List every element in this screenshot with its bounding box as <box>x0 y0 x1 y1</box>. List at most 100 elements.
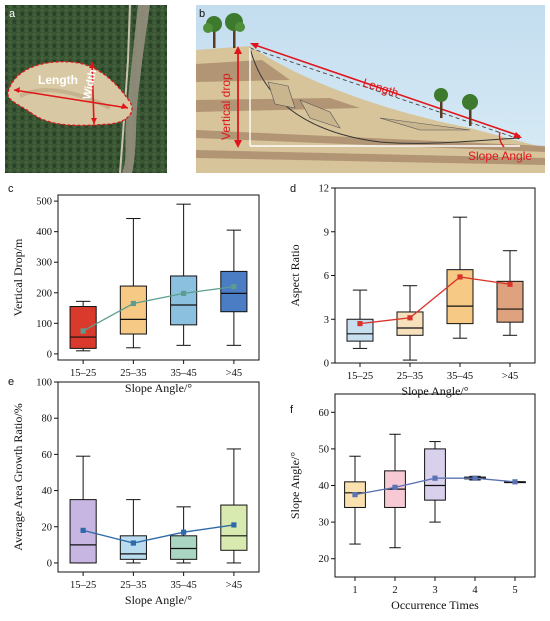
y-tick-label: 0 <box>324 359 329 370</box>
length-label: Length <box>38 73 78 87</box>
tree-1 <box>203 16 222 48</box>
box-1 <box>344 455 366 545</box>
slope-angle-text: Slope Angle <box>468 149 532 163</box>
box-2 <box>384 433 406 549</box>
stratum-1 <box>196 60 290 82</box>
vertical-drop-arrow-top <box>234 46 242 54</box>
box-2 <box>119 218 147 349</box>
y-tick-label: 80 <box>42 414 53 425</box>
y-tick-label: 9 <box>324 227 329 238</box>
box-2 <box>119 499 147 564</box>
mean-marker <box>130 540 136 546</box>
mean-marker <box>181 290 187 296</box>
mean-marker <box>352 492 358 498</box>
box-iqr <box>170 275 198 326</box>
box-iqr <box>220 504 248 551</box>
x-tick-label: 1 <box>352 585 357 596</box>
box-iqr <box>69 306 97 349</box>
length-arrow-left <box>14 87 20 93</box>
panel-a: Length Width a <box>5 5 167 173</box>
y-tick-label: 0 <box>47 349 52 360</box>
mean-marker <box>432 475 438 481</box>
panel-d-letter: d <box>290 183 296 195</box>
y-tick-label: 12 <box>319 184 330 195</box>
box-1 <box>346 289 374 349</box>
mean-marker <box>407 315 413 321</box>
x-tick-label: >45 <box>502 371 518 382</box>
mean-marker <box>457 274 463 280</box>
x-tick-label: 25–35 <box>120 368 146 379</box>
displaced-block-1 <box>267 81 296 109</box>
box-4 <box>496 250 524 336</box>
box-iqr <box>496 280 524 323</box>
y-tick-label: 20 <box>42 522 53 533</box>
box-iqr <box>119 285 147 335</box>
box-2 <box>396 285 424 361</box>
mean-marker <box>392 484 398 490</box>
y-tick-label: 100 <box>36 378 52 389</box>
chart-d: 0 3 6 9 12 15–25 25–35 35–45 >45 Slope Angle/° Asp… <box>288 183 536 398</box>
x-tick-label: 25–35 <box>397 371 423 382</box>
x-axis-label: Slope Angle/° <box>401 384 468 398</box>
y-axis-label: Slope Angle/° <box>288 452 302 519</box>
tree-4 <box>462 94 478 126</box>
plot-frame <box>57 194 260 361</box>
x-tick-label: 35–45 <box>447 371 473 382</box>
y-tick-label: 30 <box>319 518 330 529</box>
x-axis-label: Occurrence Times <box>391 598 479 612</box>
displaced-block-3 <box>379 117 471 131</box>
chart-f: 20 30 40 50 60 1 2 3 4 5 Occurrence Times Slope Ang… <box>288 393 536 612</box>
x-tick-label: 5 <box>512 585 517 596</box>
slope-dashed-line <box>249 47 523 141</box>
mean-line <box>82 524 234 544</box>
y-tick-label: 400 <box>36 227 52 238</box>
length-arrowhead-bottom <box>513 132 522 138</box>
y-tick-label: 60 <box>42 450 53 461</box>
y-tick-label: 20 <box>319 554 330 565</box>
y-tick-label: 500 <box>36 197 52 208</box>
box-4 <box>220 229 248 346</box>
mean-marker <box>80 527 86 533</box>
x-tick-label: 15–25 <box>347 371 373 382</box>
slope-angle-arc <box>498 131 505 148</box>
x-tick-label: 15–25 <box>70 580 96 591</box>
road <box>122 5 150 173</box>
mean-marker <box>512 479 518 485</box>
box-iqr <box>396 311 424 336</box>
box-1 <box>69 300 97 352</box>
plot-frame <box>57 381 260 573</box>
box-iqr <box>170 535 198 560</box>
tree-3 <box>434 88 448 118</box>
box-iqr <box>346 318 374 342</box>
y-tick-label: 100 <box>36 319 52 330</box>
mean-line <box>82 286 234 332</box>
x-axis-label: Slope Angle/° <box>125 593 192 607</box>
mean-marker <box>357 321 363 327</box>
mean-marker <box>231 522 237 528</box>
panel-e-letter: e <box>8 376 14 388</box>
box-iqr <box>119 535 147 560</box>
chart-c: 0 100 200 300 400 500 15–25 25–35 35–45 >45 Slope … <box>8 183 260 395</box>
x-tick-label: 15–25 <box>70 368 96 379</box>
vertical-drop-arrow-bottom <box>234 140 242 148</box>
y-axis-label: Average Area Growth Ratio/% <box>11 403 25 550</box>
y-tick-label: 60 <box>319 408 330 419</box>
vertical-drop-text: Vertical drop <box>219 73 233 140</box>
x-tick-label: 4 <box>472 585 478 596</box>
panel-c-letter: c <box>8 183 14 195</box>
stratum-4 <box>196 150 545 165</box>
box-iqr <box>424 448 446 501</box>
y-tick-label: 6 <box>324 271 329 282</box>
box-3 <box>424 441 446 523</box>
y-tick-label: 40 <box>319 481 330 492</box>
width-arrow-bottom <box>91 118 97 124</box>
chart-e: 0 20 40 60 80 100 15–25 25–35 35–45 >45 Slope Angl… <box>8 376 260 607</box>
x-tick-label: 35–45 <box>171 368 197 379</box>
x-tick-label: 2 <box>392 585 397 596</box>
road-edge <box>119 5 131 173</box>
x-axis-label: Slope Angle/° <box>125 381 192 395</box>
panel-f-letter: f <box>290 404 294 416</box>
y-tick-label: 300 <box>36 258 52 269</box>
